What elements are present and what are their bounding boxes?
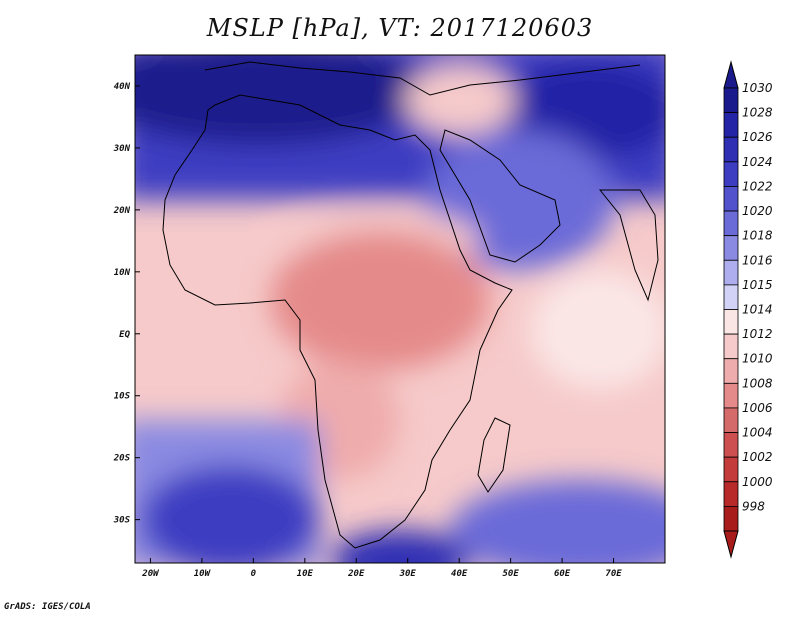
lon-tick-label: 50E [502, 569, 519, 579]
colorbar-label: 1000 [742, 475, 773, 489]
central-africa-low [270, 230, 490, 370]
colorbar-label: 1004 [742, 426, 773, 440]
colorbar-swatch [724, 383, 738, 408]
lat-tick-label: 30N [113, 144, 131, 154]
lat-tick-label: 10S [114, 392, 131, 402]
colorbar-swatch [724, 186, 738, 211]
colorbar-label: 1030 [742, 81, 773, 95]
colorbar-label: 1018 [742, 229, 773, 243]
lat-tick-label: EQ [119, 330, 130, 340]
colorbar-bottom-arrow [724, 531, 738, 557]
mslp-map-figure: 20W 10W 0 10E 20E 30E 40E 50E 60E 70E 40N 30N 20N 10… [0, 0, 800, 618]
pressure-field [90, 35, 710, 590]
colorbar-label: 1026 [742, 130, 773, 144]
colorbar-label: 1012 [742, 327, 773, 341]
lat-tick-label: 30S [113, 516, 131, 526]
colorbar-swatch [724, 113, 738, 138]
colorbar-swatch [724, 236, 738, 261]
colorbar-swatch [724, 211, 738, 236]
colorbar-swatch [724, 433, 738, 458]
colorbar-swatch [724, 137, 738, 162]
colorbar-top-arrow [724, 62, 738, 88]
colorbar-swatch [724, 285, 738, 310]
lon-tick-label: 10W [194, 569, 212, 579]
colorbar-swatch [724, 334, 738, 359]
lat-tick-label: 20N [113, 206, 131, 216]
colorbar-swatch [724, 162, 738, 187]
colorbar-swatch [724, 88, 738, 113]
indian-ocean-band [530, 270, 670, 390]
colorbar-label: 1002 [742, 450, 773, 464]
colorbar-label: 1008 [742, 376, 773, 390]
colorbar-swatch [724, 457, 738, 482]
colorbar-label: 998 [742, 499, 765, 513]
lon-tick-label: 40E [451, 569, 468, 579]
colorbar-swatch [724, 359, 738, 384]
lon-tick-label: 20W [141, 569, 160, 579]
lon-tick-label: 20E [347, 569, 365, 579]
colorbar-label: 1020 [742, 204, 773, 218]
colorbar-label: 1022 [742, 179, 773, 193]
south-indian-high [450, 480, 710, 580]
lat-tick-label: 20S [113, 454, 131, 464]
colorbar-swatch [724, 482, 738, 507]
south-atlantic-high-core [140, 465, 320, 575]
lat-tick-label: 10N [114, 268, 131, 278]
lat-tick-label: 40N [114, 82, 131, 92]
colorbar: 1030 1028 1026 1024 1022 1020 1018 1016 1015 1014… [724, 62, 773, 557]
lon-tick-label: 0 [251, 569, 257, 579]
colorbar-swatch [724, 310, 738, 335]
cape-high-core [330, 530, 470, 590]
footer-credit: GrADS: IGES/COLA [4, 602, 91, 612]
colorbar-label: 1028 [742, 106, 773, 120]
colorbar-label: 1015 [742, 278, 773, 292]
colorbar-label: 1006 [742, 401, 773, 415]
levant-low [405, 65, 515, 135]
colorbar-label: 1024 [742, 155, 773, 169]
colorbar-swatch [724, 506, 738, 531]
colorbar-label: 1016 [742, 253, 773, 267]
colorbar-swatch [724, 408, 738, 433]
north-africa-high-core [90, 35, 430, 145]
lon-tick-label: 70E [605, 569, 622, 579]
colorbar-label: 1014 [742, 303, 773, 317]
colorbar-label: 1010 [742, 352, 773, 366]
lon-tick-label: 30E [399, 569, 417, 579]
colorbar-swatch [724, 260, 738, 285]
lon-tick-label: 10E [297, 569, 314, 579]
lon-tick-label: 60E [554, 569, 571, 579]
